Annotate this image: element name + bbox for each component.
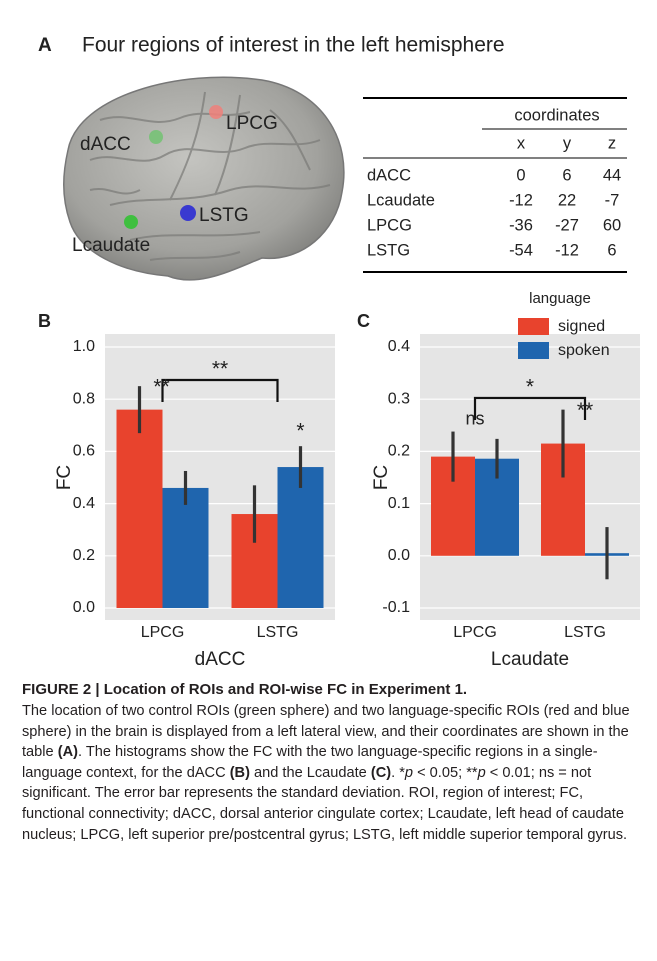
table-cell: Lcaudate [367, 191, 435, 209]
caption-text: < 0.05; ** [413, 764, 478, 781]
caption-text: (B) [229, 764, 250, 781]
legend-label: spoken [558, 342, 610, 359]
annotation: * [296, 420, 304, 443]
legend-title: language [529, 290, 591, 307]
caption-title: FIGURE 2 | Location of ROIs and ROI-wise… [22, 681, 468, 698]
panel-label: C [357, 311, 370, 331]
caption-text: (A) [57, 744, 78, 761]
caption-text: < 0.01; ns = not significant. The error … [22, 764, 628, 843]
coordinates-table: coordinates x y z [363, 97, 627, 273]
panel-label: B [38, 311, 51, 331]
y-tick-label: 0.1 [388, 495, 410, 512]
y-tick-label: 0.6 [73, 443, 95, 460]
y-axis-label: FC [371, 465, 392, 490]
panel-label: A [38, 35, 52, 56]
table-cell: -12 [509, 191, 533, 209]
annotation: ns [465, 408, 484, 428]
table-cell: 60 [603, 216, 621, 234]
brain-label: Lcaudate [72, 235, 150, 256]
y-tick-label: 0.2 [388, 443, 410, 460]
caption-text: and the Lcaudate [249, 764, 371, 781]
table-cell: dACC [367, 166, 411, 184]
bar [277, 467, 324, 608]
table-cell: LPCG [367, 216, 412, 234]
annotation: ** [153, 376, 169, 399]
table-cell: 6 [562, 166, 571, 184]
table-cell: 0 [516, 166, 525, 184]
annotation: * [526, 376, 534, 399]
table-cell: 44 [603, 166, 621, 184]
legend-swatch [518, 318, 549, 335]
x-tick-label: LSTG [564, 624, 606, 641]
table-cell: LSTG [367, 241, 410, 259]
caption-text: p [477, 764, 486, 781]
y-tick-label: 0.3 [388, 390, 410, 407]
legend-label: signed [558, 318, 605, 335]
annotation: ** [212, 358, 228, 381]
x-tick-label: LSTG [257, 624, 299, 641]
table-cell: -36 [509, 216, 533, 234]
x-axis-label: dACC [195, 649, 246, 670]
y-tick-label: -0.1 [382, 599, 410, 616]
y-tick-label: 1.0 [73, 338, 95, 355]
y-tick-label: 0.4 [73, 495, 95, 512]
bar [162, 487, 209, 608]
table-header: x [517, 134, 526, 152]
caption-text: . * [391, 764, 405, 781]
caption-body: The location of two control ROIs (green … [22, 701, 642, 845]
brain-label: LSTG [199, 205, 249, 226]
x-tick-label: LPCG [141, 624, 185, 641]
y-axis-label: FC [54, 465, 75, 490]
brain-image [63, 76, 345, 281]
caption-text: . The histograms show the FC with the tw… [22, 744, 598, 781]
panel-title: Four regions of interest in the left hem… [82, 34, 505, 57]
table-cell: -27 [555, 216, 579, 234]
table-cell: -12 [555, 241, 579, 259]
y-tick-label: 0.8 [73, 390, 95, 407]
significance-bracket [473, 396, 587, 420]
annotation: ** [577, 399, 593, 422]
y-tick-label: 0.0 [73, 599, 95, 616]
table-cell: 22 [558, 191, 576, 209]
table-header: coordinates [514, 106, 599, 124]
caption-text: The location of two control ROIs (green … [22, 703, 630, 761]
x-tick-label: LPCG [453, 624, 497, 641]
caption: FIGURE 2 | Location of ROIs and ROI-wise… [22, 680, 642, 845]
y-tick-label: 0.4 [388, 338, 410, 355]
brain-label: dACC [80, 134, 131, 155]
table-cell: -7 [605, 191, 620, 209]
caption-text: p [404, 764, 414, 781]
caption-text: (C) [370, 764, 392, 781]
table-header: z [608, 134, 616, 152]
legend-swatch [518, 342, 549, 359]
figure: A Four regions of interest in the left h… [38, 34, 640, 670]
brain-label: LPCG [226, 113, 278, 134]
table-cell: 6 [607, 241, 616, 259]
table-cell: -54 [509, 241, 533, 259]
y-tick-label: 0.2 [73, 547, 95, 564]
y-tick-label: 0.0 [388, 547, 410, 564]
bar [116, 409, 163, 608]
significance-bracket [161, 378, 279, 402]
table-header: y [563, 134, 572, 152]
x-axis-label: Lcaudate [491, 649, 569, 670]
